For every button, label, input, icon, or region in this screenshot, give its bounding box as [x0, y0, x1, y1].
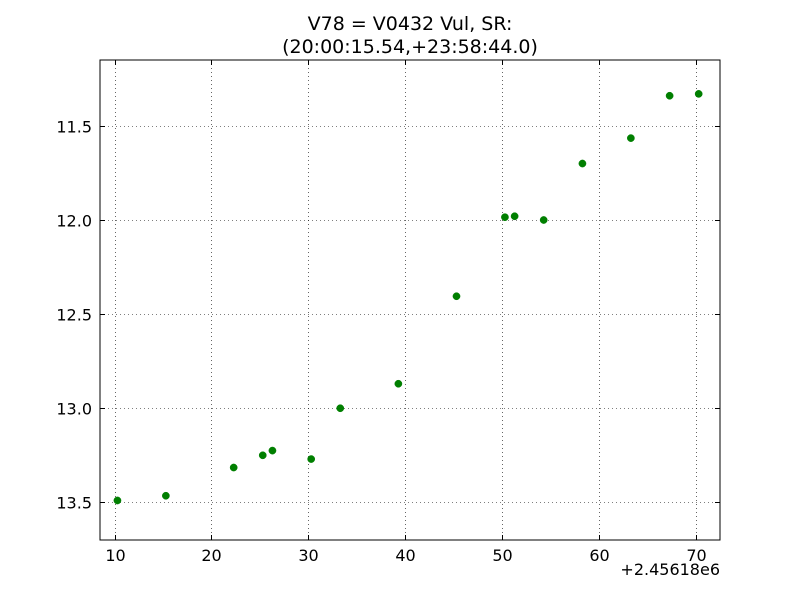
data-point [452, 292, 461, 301]
y-tick-label: 13.5 [56, 494, 92, 513]
data-point [258, 451, 267, 460]
x-tick-label: 60 [589, 546, 609, 565]
data-point [665, 91, 674, 100]
data-point [113, 496, 122, 505]
x-tick-label: 40 [395, 546, 415, 565]
x-tick-label: 70 [686, 546, 706, 565]
x-axis-offset-label: +2.45618e6 [620, 560, 720, 579]
y-tick-label: 13.0 [56, 400, 92, 419]
data-point [510, 212, 519, 221]
y-tick-label: 12.5 [56, 306, 92, 325]
data-point [394, 379, 403, 388]
chart-title-line-2: (20:00:15.54,+23:58:44.0) [282, 36, 538, 58]
data-point [268, 446, 277, 455]
data-point [307, 455, 316, 463]
data-points [113, 90, 703, 505]
y-tick-label: 11.5 [56, 118, 92, 137]
data-point [627, 134, 635, 142]
data-point [578, 159, 587, 168]
y-tick-label: 12.0 [56, 212, 92, 231]
plot-frame [99, 59, 721, 541]
x-tick-label: 30 [298, 546, 318, 565]
data-point [336, 404, 345, 413]
chart-title-line-1: V78 = V0432 Vul, SR: [308, 13, 513, 35]
data-point [229, 463, 238, 472]
axis-ticks: 10 20 30 40 50 60 70 11.5 12.0 12.5 13.0 13.5 [56, 60, 720, 565]
data-point [539, 216, 548, 224]
grid-lines [100, 60, 720, 540]
x-tick-label: 10 [105, 546, 125, 565]
data-point [162, 491, 170, 500]
x-tick-label: 20 [201, 546, 221, 565]
data-point [694, 90, 703, 98]
data-point [501, 213, 509, 222]
x-tick-label: 50 [492, 546, 512, 565]
